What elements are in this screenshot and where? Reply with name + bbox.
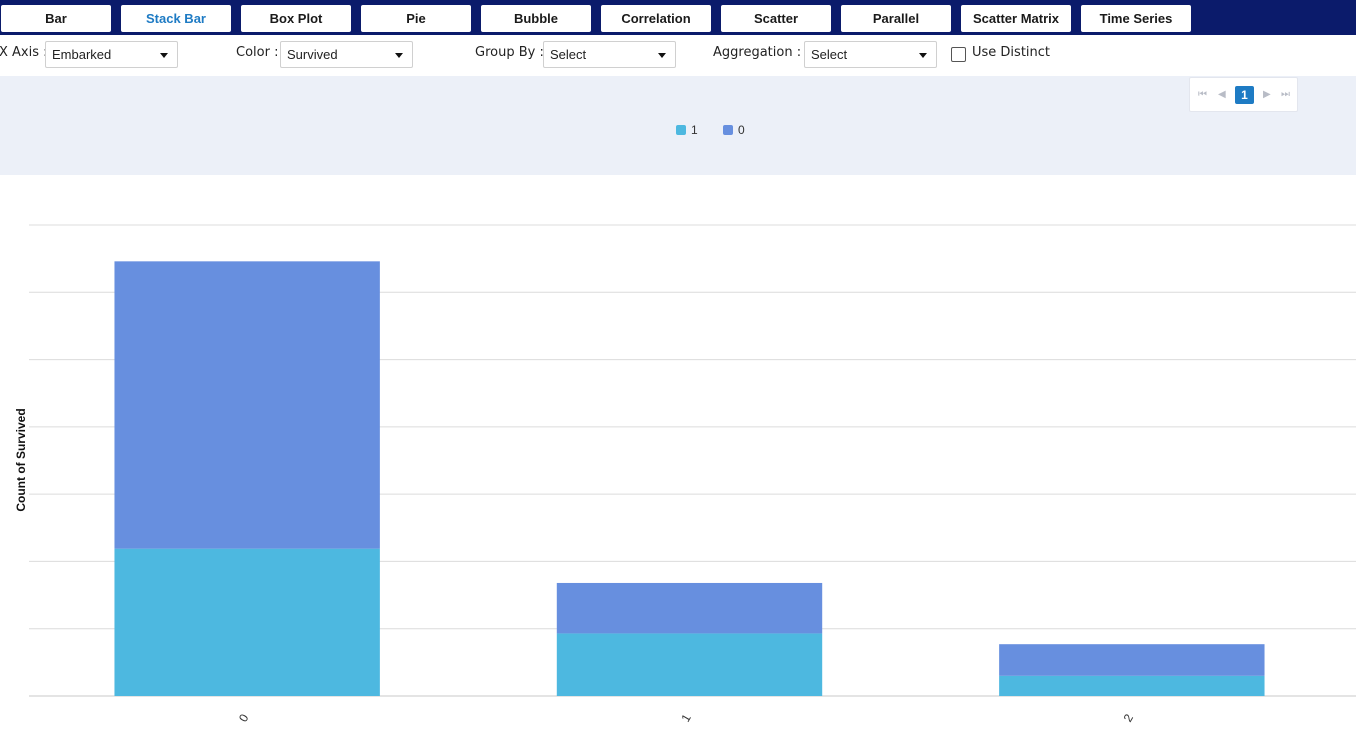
use-distinct-label: Use Distinct [972, 45, 1051, 60]
legend-item-1[interactable]: 1 [676, 123, 698, 137]
use-distinct-checkbox[interactable] [951, 47, 966, 62]
y-axis-label: Count of Survived [14, 408, 28, 512]
chart-area: 0 1 2 [0, 175, 1356, 733]
color-label: Color : [236, 45, 279, 60]
x-axis-select[interactable]: Embarked [45, 41, 178, 68]
bar-segment-2-series-0[interactable] [999, 644, 1265, 676]
tab-parallel[interactable]: Parallel [841, 5, 951, 32]
color-value: Survived [287, 47, 338, 62]
bar-segment-1-series-0[interactable] [556, 582, 823, 634]
chart-type-tabbar: Bar Stack Bar Box Plot Pie Bubble Correlation… [0, 0, 1356, 35]
color-select[interactable]: Survived [280, 41, 413, 68]
tab-bubble[interactable]: Bubble [481, 5, 591, 32]
bar-segment-0-series-1[interactable] [114, 548, 380, 696]
aggregation-value: Select [811, 47, 848, 62]
tab-bar[interactable]: Bar [1, 5, 111, 32]
next-page-icon[interactable]: ▶ [1263, 89, 1271, 100]
bar-segment-1-series-1[interactable] [556, 633, 823, 696]
x-tick-label: 2 [1121, 711, 1137, 724]
bar-segment-0-series-0[interactable] [114, 261, 380, 549]
group-by-select[interactable]: Select [543, 41, 676, 68]
pagination: ⏮ ◀ 1 ▶ ⏭ [1189, 77, 1298, 112]
tab-pie[interactable]: Pie [361, 5, 471, 32]
tab-time-series[interactable]: Time Series [1081, 5, 1191, 32]
chevron-down-icon [160, 53, 168, 58]
tab-stack-bar[interactable]: Stack Bar [121, 5, 231, 32]
legend-item-0[interactable]: 0 [723, 123, 745, 137]
aggregation-label: Aggregation : [713, 45, 802, 60]
x-tick-label: 1 [678, 711, 694, 724]
x-axis-label: X Axis : [0, 45, 48, 60]
first-page-icon[interactable]: ⏮ [1198, 89, 1207, 100]
legend-swatch-0 [723, 125, 733, 135]
x-axis-value: Embarked [52, 47, 112, 62]
controls-bar: X Axis : Embarked Color : Survived Group… [0, 35, 1356, 75]
prev-page-icon[interactable]: ◀ [1218, 89, 1226, 100]
aggregation-select[interactable]: Select [804, 41, 937, 68]
legend-label-0: 0 [738, 123, 745, 137]
legend-swatch-1 [676, 125, 686, 135]
stacked-bar-chart: 0 1 2 [29, 224, 1356, 724]
tab-scatter[interactable]: Scatter [721, 5, 831, 32]
bar-segment-2-series-1[interactable] [999, 675, 1265, 696]
page-number-button[interactable]: 1 [1235, 86, 1254, 104]
chevron-down-icon [658, 53, 666, 58]
group-by-value: Select [550, 47, 587, 62]
group-by-label: Group By : [475, 45, 544, 60]
chevron-down-icon [919, 53, 927, 58]
last-page-icon[interactable]: ⏭ [1281, 89, 1290, 100]
tab-scatter-matrix[interactable]: Scatter Matrix [961, 5, 1071, 32]
tab-box-plot[interactable]: Box Plot [241, 5, 351, 32]
tab-correlation[interactable]: Correlation [601, 5, 711, 32]
legend-label-1: 1 [691, 123, 698, 137]
chevron-down-icon [395, 53, 403, 58]
x-tick-label: 0 [236, 711, 252, 724]
